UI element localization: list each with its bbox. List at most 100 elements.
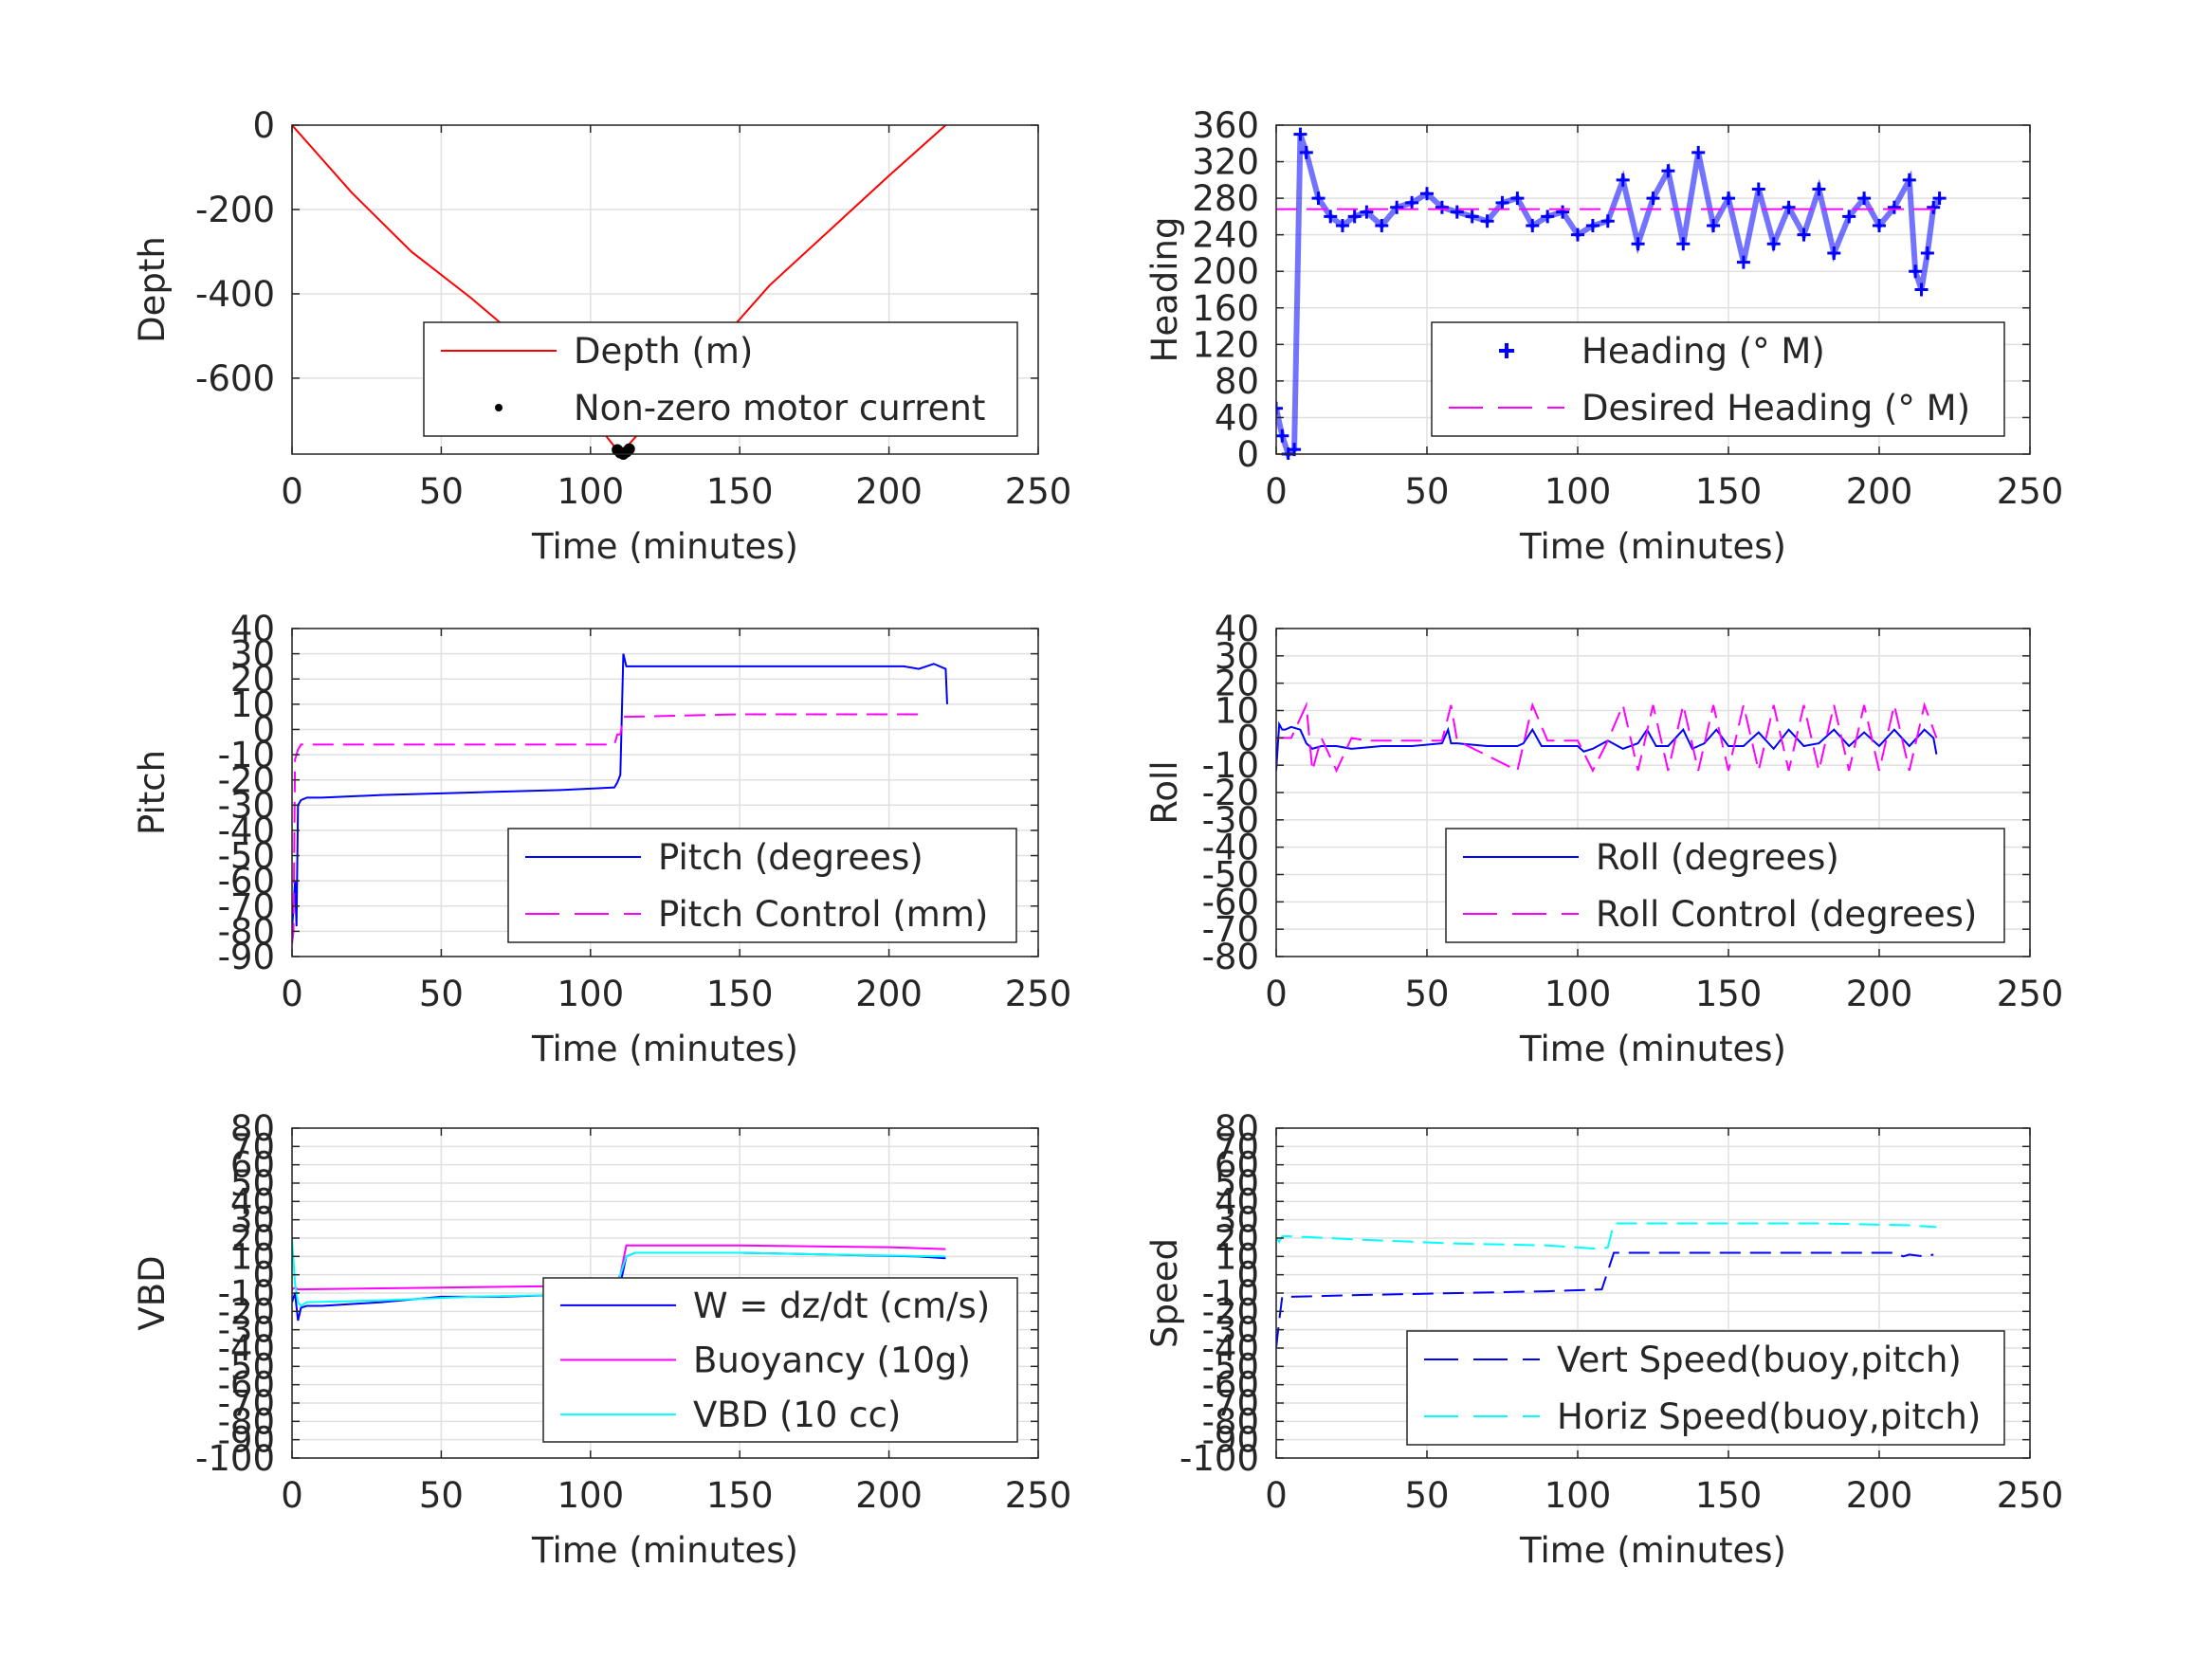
x-tick-label: 250 — [1005, 974, 1072, 1014]
x-tick-label: 100 — [557, 1475, 624, 1516]
x-tick-label: 150 — [706, 471, 774, 512]
y-tick-label: -30 — [218, 1310, 275, 1351]
y-tick-label: 40 — [1215, 397, 1259, 438]
y-tick-label: 10 — [1215, 691, 1259, 732]
y-tick-label: -90 — [218, 1420, 275, 1461]
x-tick-label: 250 — [1997, 471, 2064, 512]
y-tick-label: -30 — [218, 785, 275, 826]
x-tick-label: 100 — [1545, 1475, 1612, 1516]
legend-box — [507, 828, 1017, 943]
legend-box — [423, 321, 1018, 437]
x-tick-label: 0 — [1265, 471, 1288, 512]
x-tick-label: 50 — [1404, 471, 1449, 512]
y-tick-label: 40 — [230, 609, 275, 649]
legend-label: VBD (10 cc) — [693, 1395, 901, 1435]
y-tick-label: -50 — [1202, 1346, 1259, 1387]
y-tick-label: -40 — [218, 811, 275, 851]
legend: Depth (m) Non-zero motor current — [423, 321, 1018, 437]
legend-label: Pitch (degrees) — [658, 837, 923, 878]
legend: Vert Speed(buoy,pitch) Horiz Speed(buoy,p… — [1406, 1330, 2005, 1446]
y-tick-label: 240 — [1192, 215, 1259, 256]
axes-box — [291, 124, 1039, 455]
y-tick-label: 40 — [230, 1181, 275, 1222]
y-tick-label: -60 — [1202, 882, 1259, 922]
y-tick-label: -90 — [1202, 1420, 1259, 1461]
chart-panel-4: 0 50 100 150 200 25080706050403020100-10-20-3… — [132, 1108, 1071, 1571]
x-tick-label: 250 — [1997, 974, 2064, 1014]
y-tick-label: 50 — [230, 1163, 275, 1204]
x-tick-label: 50 — [1404, 1475, 1449, 1516]
series-group — [1276, 1222, 1937, 1349]
y-tick-label: 0 — [252, 709, 275, 750]
y-tick-label: -10 — [218, 1273, 275, 1314]
chart-panel-1: 0 50 100 150 200 2500408012016020024028032036… — [1144, 105, 2063, 567]
y-axis-label: Speed — [1144, 1238, 1185, 1348]
legend: Heading (° M) Desired Heading (° M) — [1431, 321, 2005, 437]
x-tick-label: 50 — [419, 471, 464, 512]
y-tick-label: 20 — [230, 659, 275, 700]
y-tick-label: 30 — [1215, 636, 1259, 677]
y-tick-label: -20 — [1202, 773, 1259, 813]
x-tick-label: 250 — [1005, 1475, 1072, 1516]
y-tick-label: -70 — [218, 1383, 275, 1424]
y-tick-label: 200 — [1192, 251, 1259, 292]
x-tick-label: 100 — [557, 471, 624, 512]
series-group — [1276, 127, 1947, 460]
chart-panel-5: 0 50 100 150 200 25080706050403020100-10-20-3… — [1144, 1108, 2063, 1571]
x-axis-label: Time (minutes) — [1519, 1530, 1786, 1571]
x-tick-label: 200 — [855, 1475, 923, 1516]
y-tick-label: -400 — [195, 274, 275, 315]
x-tick-label: 50 — [1404, 974, 1449, 1014]
y-tick-label: 280 — [1192, 178, 1259, 219]
y-tick-label: 80 — [230, 1108, 275, 1149]
y-tick-label: 0 — [252, 1255, 275, 1296]
series-line — [1276, 1251, 1934, 1349]
y-axis-label: Heading — [1144, 217, 1185, 363]
x-tick-label: 150 — [1695, 1475, 1763, 1516]
y-tick-label: -70 — [1202, 1383, 1259, 1424]
y-tick-label: -80 — [1202, 1401, 1259, 1442]
y-tick-label: 40 — [1215, 1181, 1259, 1222]
y-tick-label: -80 — [218, 1401, 275, 1442]
legend-label: Vert Speed(buoy,pitch) — [1557, 1340, 1962, 1380]
x-tick-label: 100 — [557, 974, 624, 1014]
x-tick-label: 50 — [419, 974, 464, 1014]
x-tick-label: 0 — [1265, 974, 1288, 1014]
y-tick-label: -30 — [1202, 800, 1259, 841]
legend: Roll (degrees) Roll Control (degrees) — [1445, 828, 2005, 943]
y-tick-label: -40 — [1202, 1328, 1259, 1369]
legend-box — [1406, 1330, 2005, 1446]
chart-panel-2: 0 50 100 150 200 250403020100-10-20-30-40-50-… — [132, 609, 1071, 1069]
x-tick-label: 0 — [281, 471, 303, 512]
legend: W = dz/dt (cm/s) Buoyancy (10g) VBD (10 cc… — [542, 1277, 1018, 1443]
axes-box — [291, 628, 1039, 957]
y-tick-label: 50 — [1215, 1163, 1259, 1204]
legend-label: W = dz/dt (cm/s) — [693, 1285, 990, 1326]
x-tick-label: 150 — [1695, 471, 1763, 512]
heading-marker — [1276, 401, 1283, 415]
chart-panel-0: 0 50 100 150 200 250 0 -200 -400 -600 Time (minute… — [132, 105, 1071, 567]
x-tick-label: 150 — [706, 1475, 774, 1516]
y-tick-label: -200 — [195, 190, 275, 230]
x-axis-label: Time (minutes) — [531, 526, 798, 567]
y-axis-label: Pitch — [132, 750, 173, 835]
motor-current-dot — [623, 443, 635, 455]
y-tick-label: 40 — [1215, 609, 1259, 649]
x-tick-label: 50 — [419, 1475, 464, 1516]
y-tick-label: 80 — [1215, 1108, 1259, 1149]
y-tick-label: -50 — [1202, 855, 1259, 896]
series-line — [292, 653, 948, 932]
y-tick-label: -600 — [195, 358, 275, 399]
legend-label: Buoyancy (10g) — [693, 1340, 971, 1381]
y-tick-label: 30 — [230, 1200, 275, 1241]
series-line — [1276, 133, 1943, 459]
y-tick-label: 30 — [1215, 1200, 1259, 1241]
y-tick-label: 0 — [252, 105, 275, 146]
y-tick-label: -10 — [1202, 1273, 1259, 1314]
series-line — [1276, 1222, 1937, 1250]
y-tick-label: 0 — [1236, 718, 1259, 758]
y-tick-label: 10 — [1215, 1236, 1259, 1277]
y-tick-label: 10 — [230, 684, 275, 725]
y-tick-label: -70 — [218, 886, 275, 927]
legend-box — [1431, 321, 2005, 437]
